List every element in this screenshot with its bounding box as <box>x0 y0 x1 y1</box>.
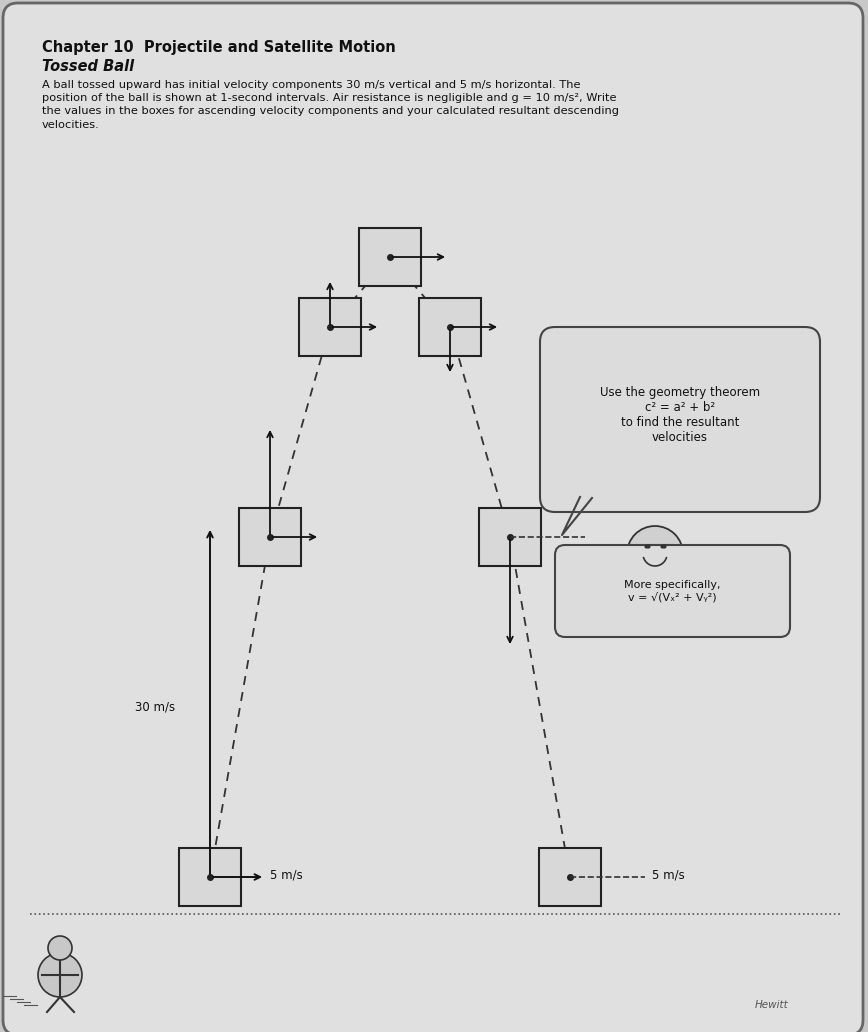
FancyBboxPatch shape <box>239 508 301 566</box>
Circle shape <box>38 953 82 997</box>
FancyBboxPatch shape <box>3 3 863 1032</box>
FancyBboxPatch shape <box>555 545 790 637</box>
FancyBboxPatch shape <box>479 508 541 566</box>
FancyBboxPatch shape <box>299 298 361 356</box>
Text: A ball tossed upward has initial velocity components 30 m/s vertical and 5 m/s h: A ball tossed upward has initial velocit… <box>42 80 619 130</box>
Circle shape <box>627 526 683 582</box>
Text: 5 m/s: 5 m/s <box>270 869 303 881</box>
Circle shape <box>48 936 72 960</box>
FancyBboxPatch shape <box>179 848 241 906</box>
FancyBboxPatch shape <box>540 327 820 512</box>
Text: Hewitt: Hewitt <box>755 1000 789 1010</box>
Text: Tossed Ball: Tossed Ball <box>42 59 135 74</box>
Text: Chapter 10  Projectile and Satellite Motion: Chapter 10 Projectile and Satellite Moti… <box>42 40 396 55</box>
FancyBboxPatch shape <box>419 298 481 356</box>
Text: More specifically,
v = √(Vₓ² + Vᵧ²): More specifically, v = √(Vₓ² + Vᵧ²) <box>624 580 720 602</box>
FancyBboxPatch shape <box>539 848 601 906</box>
Text: 30 m/s: 30 m/s <box>135 701 175 713</box>
Text: Use the geometry theorem
c² = a² + b²
to find the resultant
velocities: Use the geometry theorem c² = a² + b² to… <box>600 386 760 444</box>
Text: 5 m/s: 5 m/s <box>652 869 685 881</box>
FancyBboxPatch shape <box>359 228 421 286</box>
